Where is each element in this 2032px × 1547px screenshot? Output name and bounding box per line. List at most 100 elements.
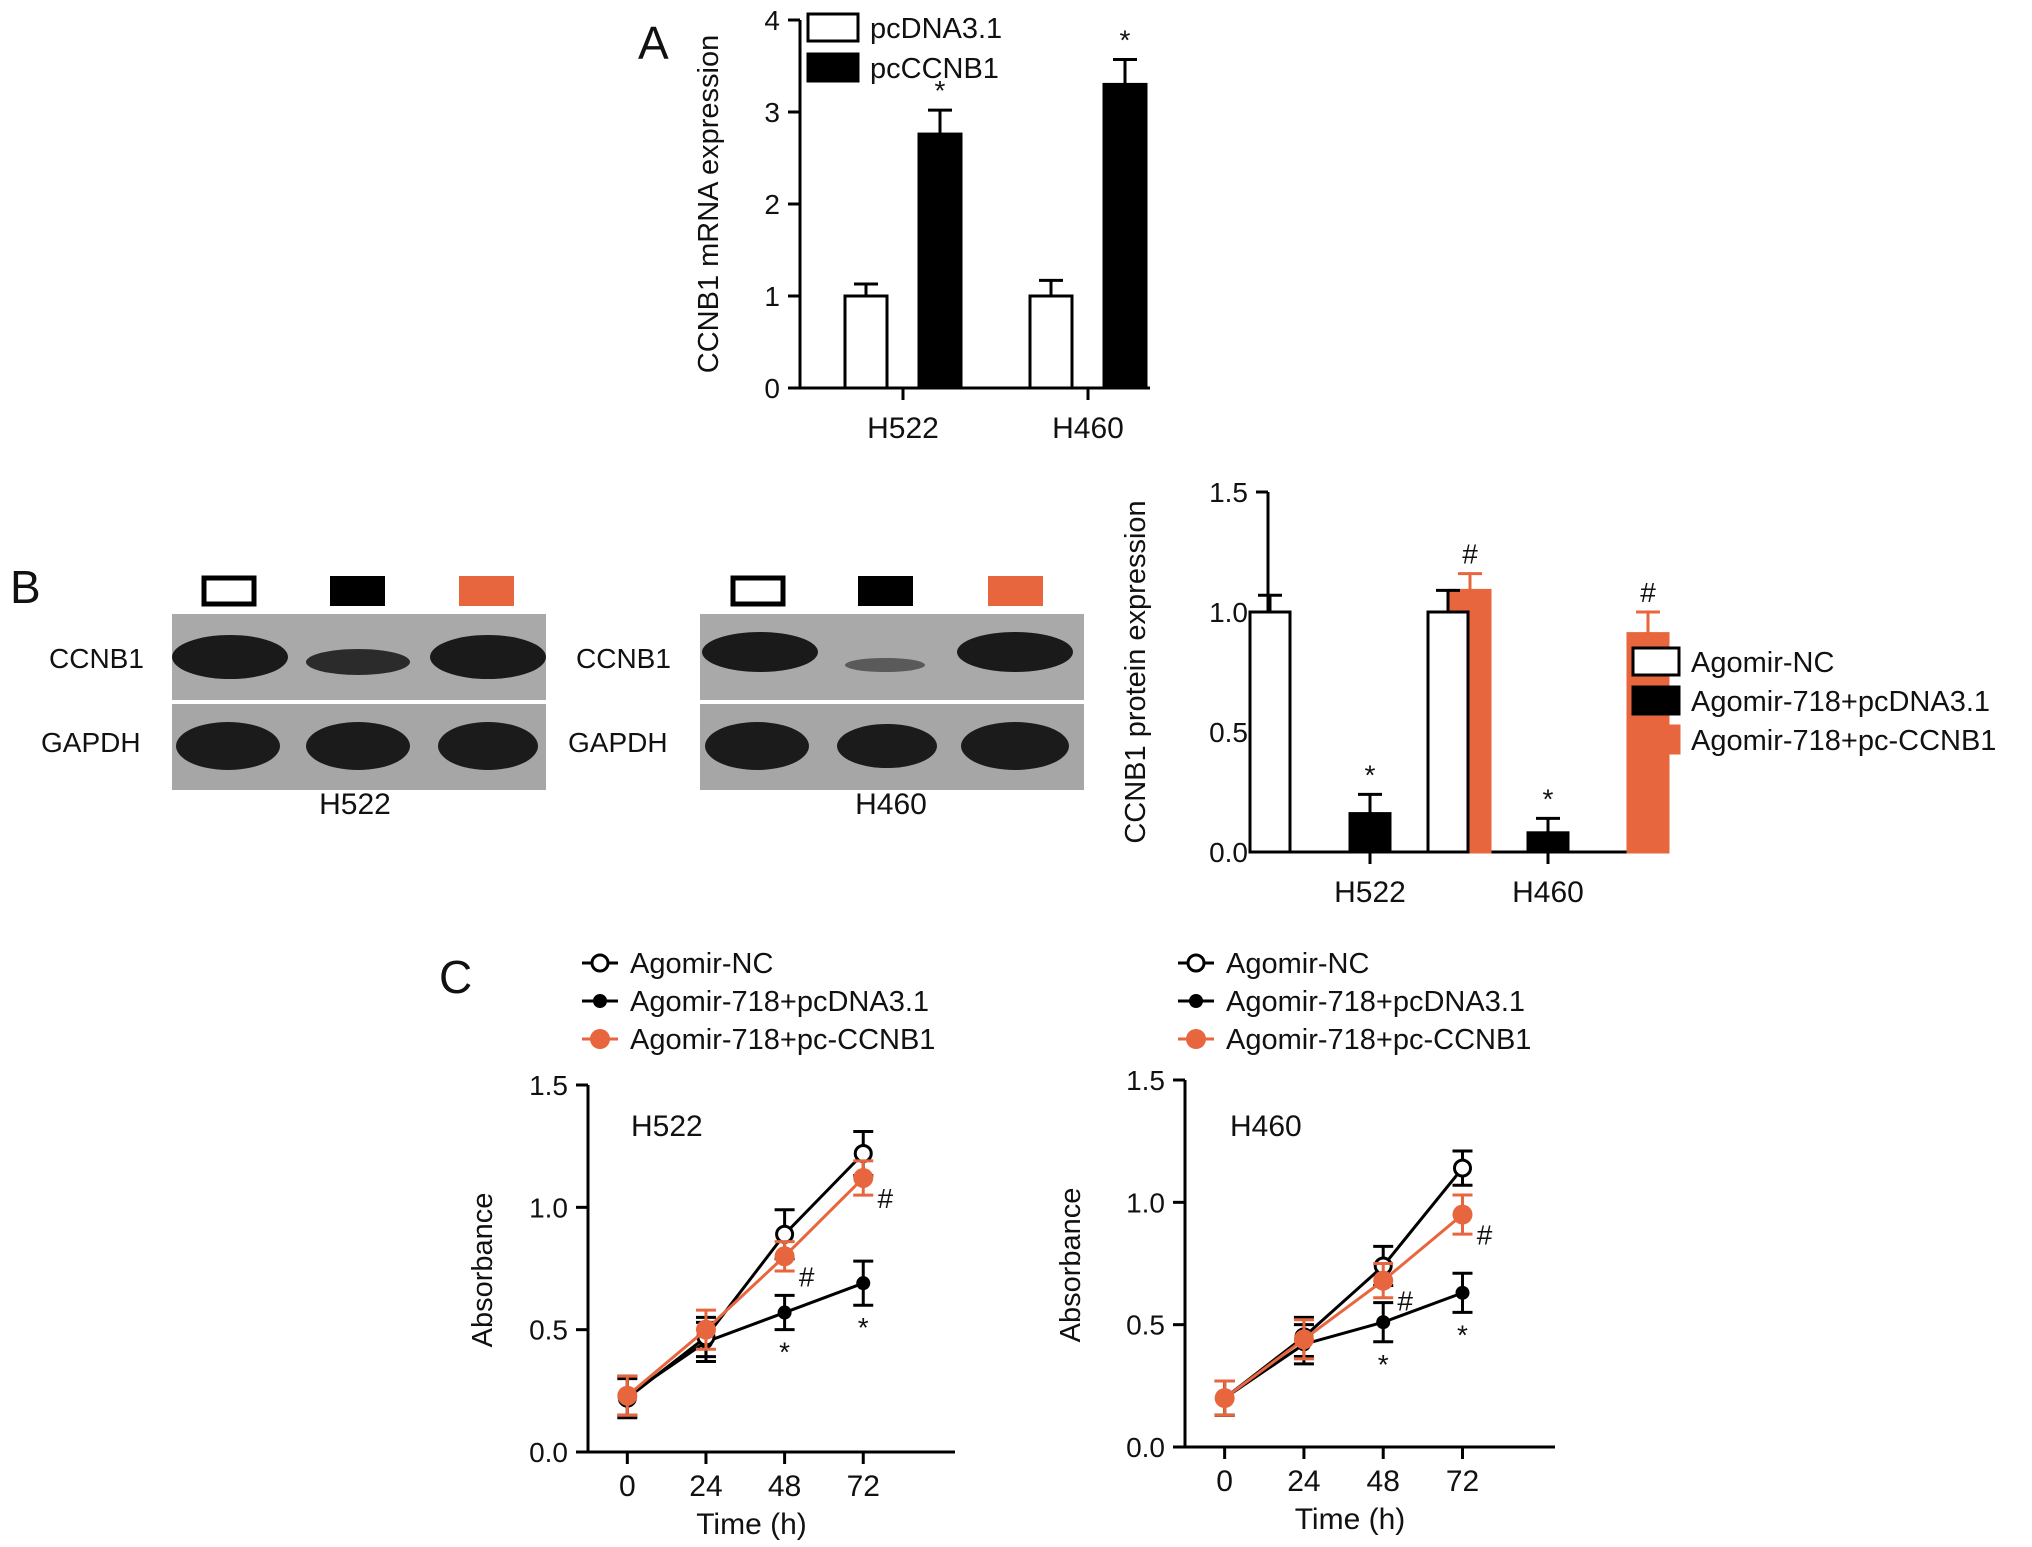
significance-mark: * bbox=[779, 1337, 790, 1368]
legend-label: Agomir-NC bbox=[630, 948, 773, 980]
chart-legend: Agomir-NC Agomir-718+pcDNA3.1 Agomir-718+p… bbox=[1178, 948, 1531, 1056]
significance-mark: # bbox=[877, 1183, 893, 1214]
y-tick-label: 0.5 bbox=[1209, 717, 1248, 748]
band-gapdh-lane3 bbox=[438, 722, 538, 770]
legend-label: Agomir-718+pcDNA3.1 bbox=[630, 986, 929, 1018]
bar-open bbox=[1028, 294, 1074, 390]
legend-swatch bbox=[1631, 685, 1681, 716]
lane-key-agomir-718-pc-ccnb1 bbox=[459, 576, 514, 606]
band-ccnb1-lane1 bbox=[172, 635, 288, 679]
data-point-orange bbox=[1373, 1270, 1394, 1291]
legend-marker bbox=[1186, 1029, 1206, 1049]
data-point-orange bbox=[617, 1385, 638, 1406]
bar-open bbox=[843, 294, 889, 390]
panel-letter-b: B bbox=[10, 561, 41, 613]
series-line-open bbox=[626, 1152, 865, 1400]
legend-label: Agomir-NC bbox=[1226, 948, 1369, 980]
legend-marker bbox=[593, 994, 607, 1008]
y-tick-label: 0.5 bbox=[1126, 1310, 1165, 1341]
y-tick-label: 0.0 bbox=[1209, 837, 1248, 868]
blot-row-label-gapdh: GAPDH bbox=[568, 727, 668, 758]
y-tick-label: 4 bbox=[764, 5, 780, 36]
band-ccnb1-lane1 bbox=[702, 632, 818, 672]
series-line-open bbox=[1223, 1167, 1464, 1400]
y-tick-label: 1.0 bbox=[1209, 597, 1248, 628]
western-blot-h522: CCNB1 GAPDH H522 bbox=[41, 614, 546, 821]
data-point-black bbox=[1376, 1315, 1391, 1330]
blot-lane-key-h460 bbox=[730, 575, 1043, 607]
y-axis-label: CCNB1 mRNA expression bbox=[693, 35, 725, 373]
line-chart-h522: 0.0 0.5 1.0 1.5 Absorbance 0 24 48 72 Time (h) H52… bbox=[467, 948, 955, 1541]
data-point-open bbox=[853, 1144, 873, 1164]
x-category-label: H522 bbox=[1334, 876, 1406, 909]
data-point-orange bbox=[853, 1167, 874, 1188]
legend-marker bbox=[1189, 994, 1203, 1008]
y-tick-label: 0.0 bbox=[529, 1437, 568, 1468]
bar-open bbox=[1426, 610, 1470, 854]
chart-legend: Agomir-NC Agomir-718+pcDNA3.1 Agomir-718+p… bbox=[582, 948, 935, 1056]
x-tick-label: 72 bbox=[1446, 1465, 1479, 1498]
bar-black bbox=[1102, 82, 1148, 390]
series-line-black bbox=[1223, 1291, 1464, 1400]
significance-mark: # bbox=[1477, 1220, 1493, 1251]
legend-label: pcDNA3.1 bbox=[870, 13, 1002, 45]
legend-swatch bbox=[1631, 646, 1681, 677]
significance-mark: * bbox=[1378, 1349, 1389, 1380]
chart-inner-label: H460 bbox=[1230, 1110, 1302, 1143]
data-point-black bbox=[1455, 1285, 1470, 1300]
data-point-orange bbox=[1214, 1388, 1235, 1409]
y-tick-label: 0 bbox=[764, 373, 780, 404]
y-axis-label: Absorbance bbox=[1055, 1188, 1087, 1343]
legend-label: Agomir-718+pc-CCNB1 bbox=[1691, 725, 1996, 757]
blot-lane-key-h522 bbox=[201, 575, 514, 607]
legend-marker bbox=[590, 953, 610, 973]
blot-row-label-ccnb1: CCNB1 bbox=[49, 643, 144, 674]
panel-letter-a: A bbox=[638, 17, 669, 69]
bar-chart-b: 0.0 0.5 1.0 1.5 CCNB1 protein expression H522… bbox=[1120, 477, 1996, 909]
y-tick-label: 1.5 bbox=[1209, 477, 1248, 508]
data-point-orange bbox=[774, 1246, 795, 1267]
y-tick-label: 1.0 bbox=[1126, 1187, 1165, 1218]
x-axis-label: Time (h) bbox=[1295, 1503, 1406, 1536]
x-tick-label: 0 bbox=[1216, 1465, 1233, 1498]
y-axis-label: Absorbance bbox=[467, 1193, 499, 1348]
legend-swatch bbox=[1631, 724, 1681, 755]
significance-mark: # bbox=[799, 1261, 815, 1292]
y-axis-label: CCNB1 protein expression bbox=[1120, 500, 1152, 843]
chart-inner-label: H522 bbox=[631, 1110, 703, 1143]
series-line-orange bbox=[1223, 1213, 1464, 1400]
blot-cell-line-label: H522 bbox=[319, 788, 391, 821]
lane-key-agomir-718-pcdna bbox=[330, 576, 385, 606]
y-tick-label: 3 bbox=[764, 97, 780, 128]
line-chart-h460: 0.0 0.5 1.0 1.5 Absorbance 0 24 48 72 Time (h) H46… bbox=[1055, 948, 1555, 1536]
legend-label: Agomir-NC bbox=[1691, 647, 1834, 679]
y-tick-label: 1 bbox=[764, 281, 780, 312]
significance-mark: # bbox=[1397, 1286, 1413, 1317]
x-category-label: H460 bbox=[1052, 412, 1124, 445]
band-gapdh-lane1 bbox=[176, 722, 280, 770]
bar-black bbox=[917, 132, 963, 390]
bar-black bbox=[1526, 831, 1570, 854]
legend-marker bbox=[1186, 953, 1206, 973]
chart-legend: pcDNA3.1 pcCCNB1 bbox=[806, 12, 1002, 85]
data-point-open bbox=[775, 1224, 795, 1244]
significance-mark: * bbox=[1543, 783, 1554, 814]
lane-key-agomir-718-pcdna bbox=[858, 576, 913, 606]
legend-label: Agomir-718+pcDNA3.1 bbox=[1691, 686, 1990, 718]
band-gapdh-lane1 bbox=[705, 722, 809, 770]
legend-swatch bbox=[806, 52, 860, 83]
band-gapdh-lane3 bbox=[961, 722, 1069, 770]
blot-row-label-ccnb1: CCNB1 bbox=[576, 643, 671, 674]
significance-mark: * bbox=[935, 75, 946, 106]
x-tick-label: 48 bbox=[768, 1470, 801, 1503]
data-point-orange bbox=[695, 1319, 716, 1340]
significance-mark: * bbox=[1120, 25, 1131, 56]
legend-swatch bbox=[806, 12, 860, 43]
band-gapdh-lane2 bbox=[837, 724, 937, 768]
y-tick-label: 0.5 bbox=[529, 1315, 568, 1346]
significance-mark: # bbox=[1640, 577, 1656, 608]
series-line-black bbox=[626, 1281, 864, 1397]
x-tick-label: 48 bbox=[1367, 1465, 1400, 1498]
data-point-open bbox=[1453, 1158, 1472, 1178]
